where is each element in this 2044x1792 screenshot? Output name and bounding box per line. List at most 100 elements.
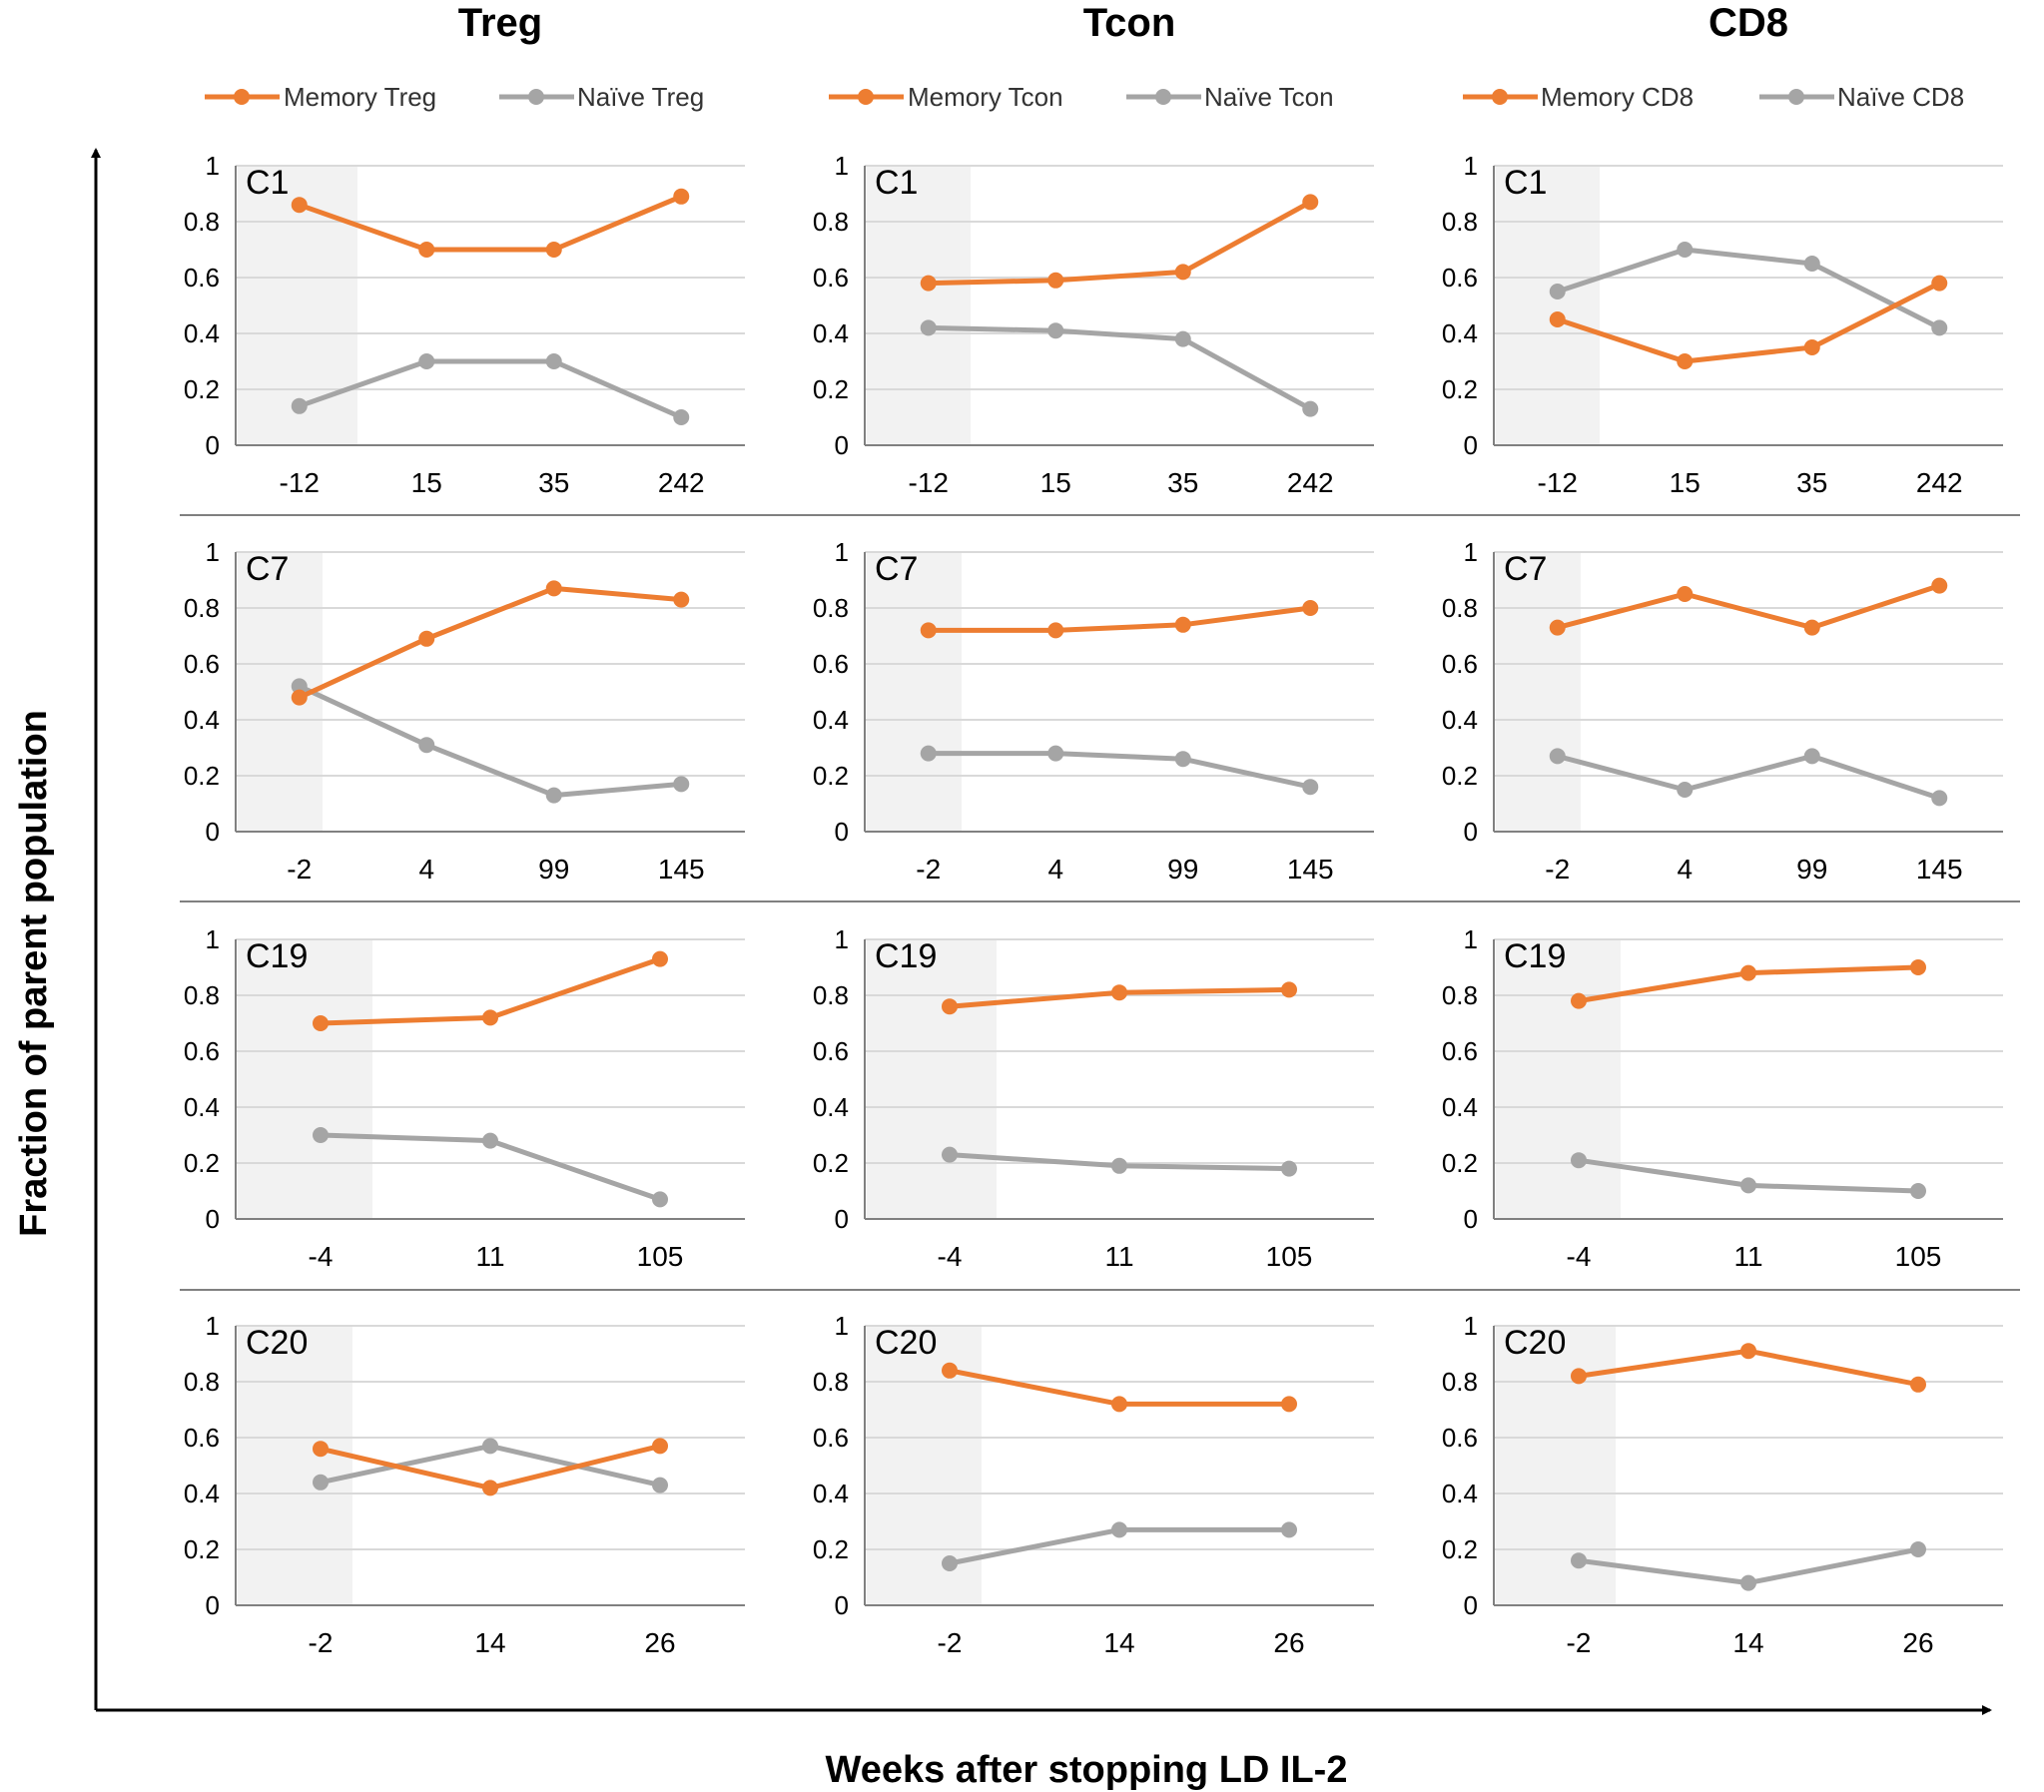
memory-data-point [545, 580, 562, 597]
memory-data-point [1111, 984, 1127, 1001]
memory-series-line [1556, 281, 1941, 364]
memory-data-point [418, 630, 435, 647]
y-tick-label: 0.6 [813, 1423, 849, 1453]
naive-series-line [1557, 753, 1941, 801]
memory-data-point [1740, 964, 1756, 981]
memory-data-point [291, 197, 308, 214]
naive-data-point [1677, 782, 1694, 798]
baseline-shade [867, 939, 997, 1219]
naive-data-point [920, 319, 937, 336]
y-tick-label: 0.6 [184, 1423, 220, 1453]
naive-series-line [1556, 247, 1941, 330]
memory-data-point [1111, 1396, 1127, 1413]
y-tick-label: 0.8 [813, 207, 849, 237]
panel-cd8-c1: 0 0.2 0.4 0.6 0.8 1 -12 15 35 242 C1 [1442, 151, 2003, 498]
y-tick-label: 0.2 [1442, 1148, 1478, 1178]
memory-data-point [418, 242, 435, 258]
memory-data-point [1677, 353, 1694, 369]
y-tick-label: 0.4 [813, 1092, 849, 1122]
memory-data-point [1803, 619, 1820, 636]
y-tick-label: 0.8 [184, 593, 220, 623]
y-tick-label: 0.4 [184, 705, 220, 735]
panel-label: C7 [1504, 550, 1547, 588]
panel-cd8-c19: 0 0.2 0.4 0.6 0.8 1 -4 11 105 C19 [1442, 924, 2003, 1272]
panel-treg-c7: 0 0.2 0.4 0.6 0.8 1 -2 4 99 145 C7 [184, 537, 745, 885]
y-tick-label: 1 [835, 151, 849, 181]
baseline-shade [867, 552, 962, 832]
y-tick-label: 0 [835, 1204, 849, 1234]
naive-data-point [482, 1132, 498, 1149]
naive-data-point [1803, 256, 1820, 272]
y-tick-label: 0.4 [1442, 1479, 1478, 1508]
memory-data-point [652, 950, 668, 967]
column-title-tcon: Tcon [1083, 1, 1176, 45]
legend-naive-marker [1155, 89, 1171, 105]
memory-data-point [652, 1438, 668, 1455]
y-tick-label: 1 [1464, 1311, 1478, 1341]
y-tick-label: 0.2 [184, 761, 220, 791]
y-tick-label: 0.8 [813, 980, 849, 1010]
panel-label: C20 [1504, 1324, 1566, 1362]
naive-data-point [942, 1146, 958, 1163]
memory-data-point [482, 1009, 498, 1026]
x-tick-label: 242 [1916, 467, 1963, 498]
x-tick-label: 35 [538, 467, 569, 498]
y-tick-label: 0.8 [1442, 593, 1478, 623]
y-tick-label: 0.4 [1442, 318, 1478, 348]
y-tick-label: 0.6 [184, 1036, 220, 1066]
y-tick-label: 0.6 [1442, 1423, 1478, 1453]
x-tick-label: -2 [309, 1627, 334, 1658]
x-tick-label: -2 [916, 854, 941, 885]
x-tick-label: 145 [658, 854, 705, 885]
naive-data-point [1281, 1160, 1297, 1177]
memory-data-point [1281, 1396, 1297, 1413]
panel-treg-c19: 0 0.2 0.4 0.6 0.8 1 -4 11 105 C19 [184, 924, 745, 1272]
y-tick-label: 0.4 [813, 318, 849, 348]
memory-data-point [673, 591, 690, 608]
y-tick-label: 0.2 [813, 374, 849, 404]
panel-cd8-c7: 0 0.2 0.4 0.6 0.8 1 -2 4 99 145 C7 [1442, 537, 2003, 885]
naive-data-point [673, 409, 690, 425]
y-tick-label: 1 [835, 537, 849, 567]
legend-memory-marker [234, 89, 250, 105]
x-tick-label: 26 [1902, 1627, 1933, 1658]
panel-treg-c1: 0 0.2 0.4 0.6 0.8 1 -12 15 35 242 C1 [184, 151, 745, 498]
panel-label: C7 [246, 550, 289, 588]
y-tick-label: 0.6 [813, 1036, 849, 1066]
y-tick-label: 0.8 [1442, 207, 1478, 237]
x-tick-label: -2 [938, 1627, 963, 1658]
legend-memory-label: Memory Tcon [908, 82, 1063, 112]
naive-data-point [1571, 1552, 1587, 1569]
legend-tcon: Memory Tcon Naïve Tcon [829, 82, 1334, 112]
y-tick-label: 0.4 [813, 705, 849, 735]
naive-data-point [545, 787, 562, 804]
x-tick-label: 99 [1796, 854, 1827, 885]
naive-data-point [313, 1474, 329, 1491]
baseline-shade [1496, 939, 1621, 1219]
memory-data-point [1910, 959, 1926, 975]
panel-cd8-c20: 0 0.2 0.4 0.6 0.8 1 -2 14 26 C20 [1442, 1311, 2003, 1658]
memory-data-point [1803, 339, 1820, 355]
y-tick-label: 0.6 [813, 649, 849, 679]
naive-data-point [1111, 1521, 1127, 1538]
y-tick-label: 0 [206, 1590, 220, 1620]
y-tick-label: 0.8 [184, 207, 220, 237]
y-tick-label: 1 [1464, 924, 1478, 954]
y-tick-label: 0.2 [1442, 1534, 1478, 1564]
x-tick-label: 105 [637, 1241, 684, 1272]
y-tick-label: 0.6 [1442, 1036, 1478, 1066]
x-axis-label: Weeks after stopping LD IL-2 [826, 1749, 1348, 1791]
x-tick-label: 14 [1103, 1627, 1134, 1658]
memory-data-point [1047, 272, 1064, 289]
y-tick-label: 0.8 [184, 1367, 220, 1397]
x-tick-label: -2 [1567, 1627, 1592, 1658]
memory-data-point [1281, 981, 1297, 998]
panel-label: C19 [875, 937, 937, 975]
y-tick-label: 1 [835, 1311, 849, 1341]
y-tick-label: 1 [206, 537, 220, 567]
x-tick-label: 26 [1273, 1627, 1304, 1658]
memory-data-point [545, 242, 562, 258]
legend-naive-label: Naïve Treg [577, 82, 704, 112]
memory-data-point [1549, 311, 1566, 327]
legend-naive-marker [528, 89, 544, 105]
